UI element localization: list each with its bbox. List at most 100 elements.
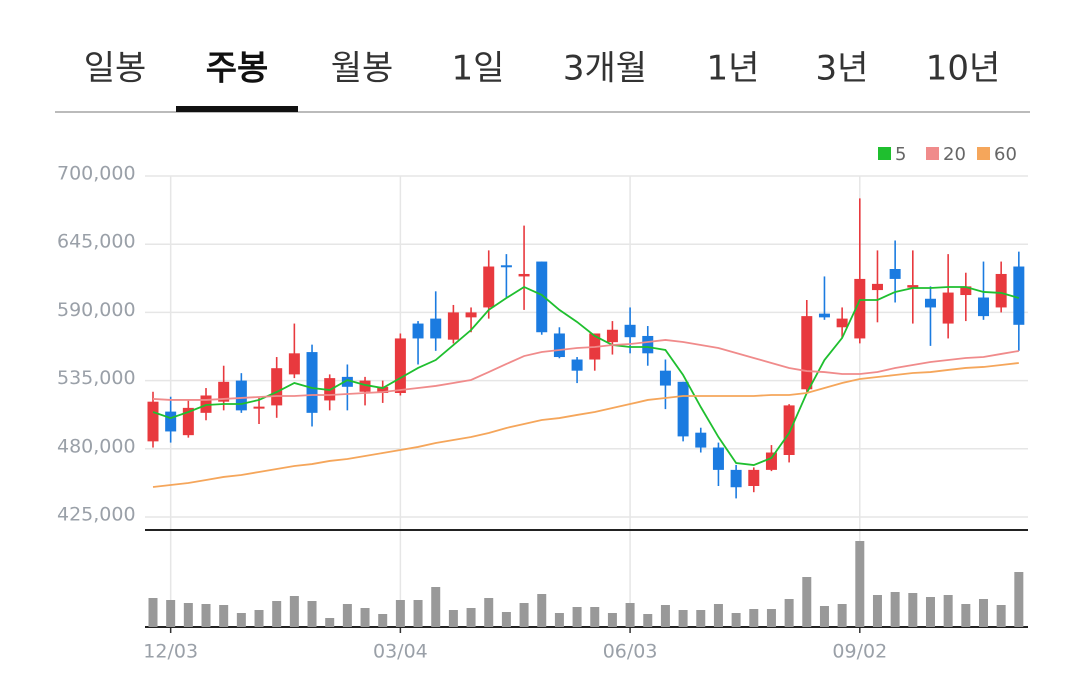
candle-body (235, 380, 247, 411)
volume-bar (678, 610, 688, 627)
volume-bar (166, 600, 176, 627)
y-tick-label: 480,000 (57, 435, 136, 457)
volume-bar (1014, 572, 1024, 627)
candle-body (801, 316, 813, 390)
volume-bar (466, 608, 476, 627)
candle-body (677, 381, 689, 437)
volume-bar (448, 610, 458, 627)
candle-body (147, 401, 159, 442)
candle-body (553, 333, 565, 358)
volume-bar (908, 593, 918, 627)
y-tick-label: 535,000 (57, 367, 136, 389)
tab[interactable]: 주봉 (206, 49, 269, 89)
y-tick-label: 590,000 (57, 299, 136, 321)
candle-body (465, 312, 477, 318)
tab[interactable]: 월봉 (331, 49, 394, 89)
volume-bar (837, 604, 847, 627)
volume-bar (413, 600, 423, 627)
volume-bar (201, 604, 211, 627)
candle-body (218, 381, 230, 402)
volume-bar (625, 603, 635, 627)
volume-bar (943, 595, 953, 627)
candle-body (412, 323, 424, 339)
volume-bar (378, 614, 388, 627)
ma-line (152, 362, 1019, 488)
candle-body (730, 469, 742, 488)
volume-bar (961, 604, 971, 627)
y-tick-label: 645,000 (57, 231, 136, 253)
volume-bar (784, 599, 794, 627)
y-tick-label: 425,000 (57, 504, 136, 526)
candle-body (430, 318, 442, 339)
volume-bar (342, 604, 352, 627)
candle-body (447, 312, 459, 340)
tab[interactable]: 3개월 (563, 49, 647, 89)
volume-bar (660, 605, 670, 627)
ma-line (152, 339, 1019, 401)
volume-bar (501, 612, 511, 627)
tab[interactable]: 10년 (926, 49, 1001, 89)
x-tick-label: 06/03 (603, 641, 658, 663)
volume-bar (554, 613, 564, 627)
candle-body (359, 380, 371, 392)
volume-bar (766, 609, 776, 627)
volume-bar (872, 595, 882, 627)
volume-bar (272, 601, 282, 627)
candle-body (536, 261, 548, 333)
candle-body (995, 273, 1007, 308)
volume-bar (219, 605, 229, 627)
volume-bar (325, 618, 335, 627)
tab[interactable]: 1일 (452, 49, 505, 89)
candle-body (1013, 266, 1025, 325)
candle-body (871, 283, 883, 291)
legend-label: 5 (895, 144, 906, 165)
candle-body (695, 432, 707, 448)
candle-body (907, 285, 919, 288)
candle-body (783, 405, 795, 455)
legend-label: 60 (994, 144, 1017, 165)
candle-body (960, 286, 972, 296)
candle-body (854, 278, 866, 339)
volume-bar (183, 603, 193, 627)
volume-bar (749, 609, 759, 627)
tab[interactable]: 일봉 (84, 49, 147, 89)
volume-bar (643, 614, 653, 627)
volume-bar (696, 610, 706, 627)
legend-swatch (878, 147, 891, 160)
y-tick-label: 700,000 (57, 163, 136, 185)
candle-body (483, 266, 495, 308)
candle-body (765, 452, 777, 470)
volume-bar (519, 603, 529, 627)
candle-body (500, 265, 512, 268)
volume-bar (537, 594, 547, 627)
legend-swatch (977, 147, 990, 160)
tab[interactable]: 3년 (816, 49, 869, 89)
candle-body (642, 335, 654, 354)
candle-body (394, 338, 406, 393)
candle-body (606, 329, 618, 343)
volume-bar (254, 610, 264, 627)
candle-body (377, 386, 389, 393)
candle-body (836, 318, 848, 328)
volume-bar (819, 606, 829, 627)
candle-body (182, 407, 194, 436)
volume-bar (484, 598, 494, 627)
x-tick-label: 03/04 (373, 641, 428, 663)
volume-bar (607, 613, 617, 627)
candle-body (571, 359, 583, 371)
candle-body (818, 313, 830, 318)
candle-body (518, 273, 530, 277)
volume-bar (148, 598, 158, 627)
volume-bar (360, 608, 370, 627)
candle-body (977, 297, 989, 317)
candle-body (924, 298, 936, 308)
candle-body (712, 447, 724, 470)
candle-body (165, 411, 177, 432)
volume-bar (431, 587, 441, 627)
tab[interactable]: 1년 (707, 49, 760, 89)
volume-bar (996, 605, 1006, 627)
candle-body (341, 376, 353, 387)
candle-body (624, 324, 636, 338)
candle-body (748, 469, 760, 486)
